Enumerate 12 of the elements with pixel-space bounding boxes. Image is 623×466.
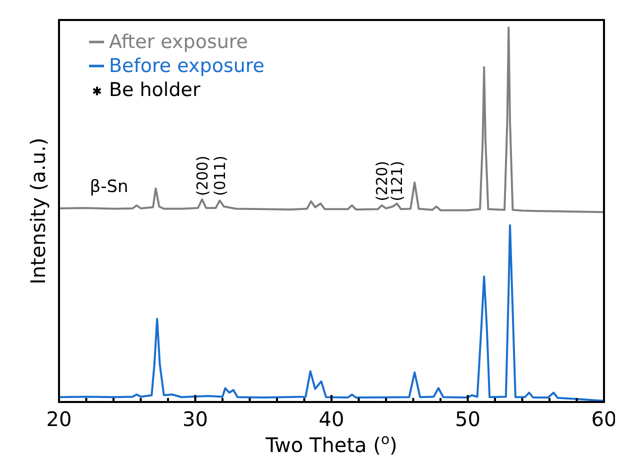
annotation: β-Sn [90,177,128,197]
annotation: (011) [211,156,230,196]
annotation: (200) [193,156,212,196]
x-tick-label: 30 [182,407,208,431]
legend-label: Before exposure [109,55,264,77]
x-tick-label: 20 [46,407,72,431]
legend-label: Be holder [109,79,200,101]
x-axis-title: Two Theta ($^{o}$) [264,432,398,457]
legend-label: After exposure [109,31,248,53]
x-tick-label: 40 [318,407,344,431]
x-tick-label: 50 [455,407,480,431]
y-axis-title: Intensity (a.u.) [26,138,50,284]
